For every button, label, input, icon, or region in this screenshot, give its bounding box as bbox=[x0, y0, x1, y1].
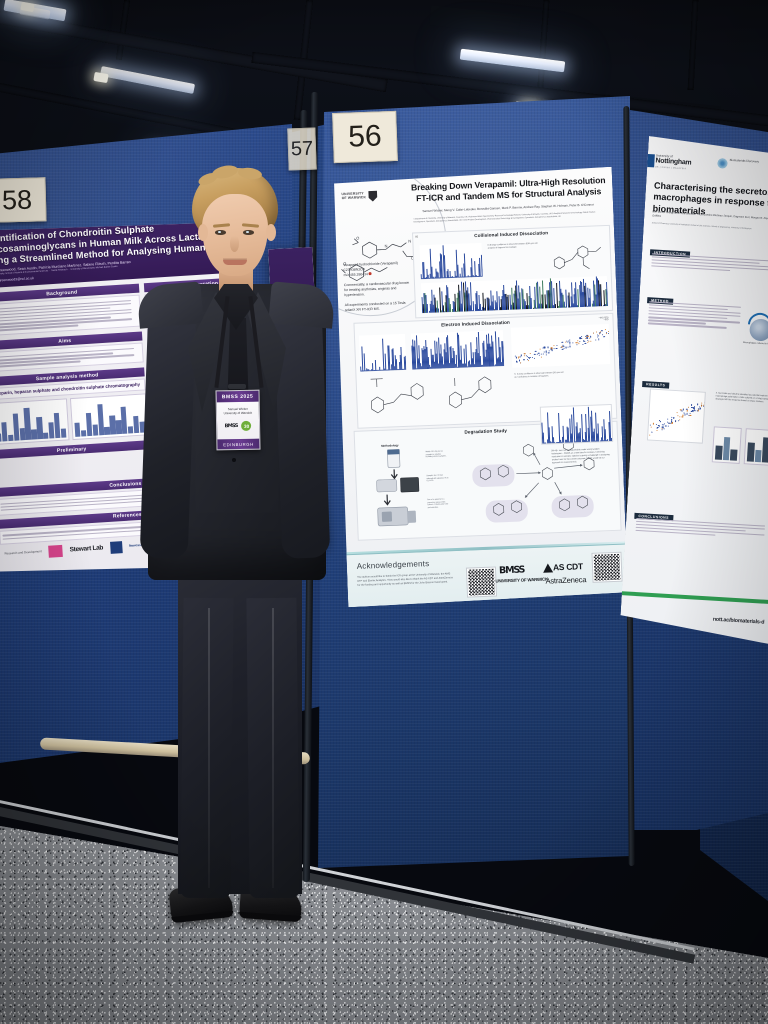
nottingham-green-bar bbox=[622, 591, 768, 604]
board-number-58: 58 bbox=[0, 177, 47, 223]
logo-stewart-lab: Stewart Lab bbox=[69, 544, 104, 554]
poster-56-title: Breaking Down Verapamil: Ultra-High Reso… bbox=[410, 175, 607, 205]
logo-warwick-text: UNIVERSITY OF WARWICK bbox=[495, 576, 549, 584]
ear-left bbox=[198, 224, 208, 241]
degradation-conclusion-text: [M+H]+ ions not distinguishable under us… bbox=[551, 448, 610, 465]
spot-light bbox=[93, 71, 109, 84]
nott-diagram-caption: Macrophages cultured in ProPlates bbox=[742, 341, 767, 346]
nott-intro-body bbox=[649, 249, 768, 278]
logo-bmss: BMSS bbox=[498, 564, 525, 577]
strip-light bbox=[99, 66, 196, 94]
shoe-sole bbox=[238, 911, 302, 923]
scatter-plot-eid bbox=[511, 324, 610, 368]
shoulder-right bbox=[268, 281, 336, 329]
eid-fragment-structures-icon bbox=[362, 370, 514, 424]
badge-logo-row: BMSS 30 bbox=[217, 421, 259, 432]
methodology-workflow-icon bbox=[373, 448, 424, 534]
poster-56: UNIVERSITY OF WARWICK Breaking Down Vera… bbox=[332, 167, 628, 607]
spectrum-degradation bbox=[540, 404, 613, 445]
svg-text:N: N bbox=[408, 239, 411, 244]
qr-code-right[interactable] bbox=[592, 553, 621, 582]
panel-cid: a) Collisional Induced Dissociation b) E… bbox=[412, 225, 613, 319]
nottingham-logo-row: University of Nottingham UK | CHINA | MA… bbox=[655, 152, 768, 182]
logo-astrazeneca: AstraZeneca bbox=[545, 575, 587, 586]
trouser-crease bbox=[272, 608, 274, 888]
person: BMSS 2025 Samuel Wicker University of Wa… bbox=[120, 163, 400, 958]
ascdt-triangle-icon bbox=[543, 563, 553, 572]
strip-light bbox=[459, 48, 566, 73]
nott-method-body bbox=[646, 297, 748, 333]
badge-name-line2: University of Warwick bbox=[223, 410, 253, 416]
panel-cid-note: b) Energy confidence is observed between… bbox=[487, 242, 538, 250]
board-number-57: 57 bbox=[287, 127, 317, 171]
partner-logo-icon bbox=[48, 545, 63, 558]
panel-label-a: a) bbox=[415, 234, 418, 239]
svg-text:O: O bbox=[343, 261, 346, 266]
biomaterials-dot-icon bbox=[717, 158, 728, 169]
board-number-56: 56 bbox=[332, 110, 398, 164]
conference-badge: BMSS 2025 Samuel Wicker University of Wa… bbox=[215, 389, 261, 451]
badge-logo-bmss: BMSS bbox=[224, 423, 238, 430]
methodology-note-3: Run at a speed of 1.1 precursor using LC… bbox=[427, 498, 449, 509]
nottingham-url: nott.ac/biomaterials-d bbox=[712, 616, 765, 626]
spectrum-cid-overview bbox=[420, 243, 483, 279]
eye-highlight bbox=[246, 230, 249, 233]
poster-nottingham-affiliations: School of Pharmacy, University of Nottin… bbox=[651, 222, 752, 231]
badge-header: BMSS 2025 bbox=[216, 390, 259, 403]
eye-highlight bbox=[218, 230, 221, 233]
chart-bars bbox=[0, 402, 66, 442]
chart-bars bbox=[715, 430, 739, 461]
shoulder-left bbox=[136, 281, 204, 329]
leg-left bbox=[180, 597, 234, 899]
degradation-pathway-diagram bbox=[453, 438, 616, 532]
spectrum-eid-main bbox=[411, 330, 504, 370]
badge-footer: EDINBURGH bbox=[217, 438, 260, 450]
ear-right bbox=[266, 224, 276, 241]
ceiling-truss bbox=[687, 0, 699, 91]
logo-university-of-warwick: UNIVERSITY OF WARWICK bbox=[495, 578, 548, 585]
lanyard-clip bbox=[228, 384, 246, 389]
svg-text:O: O bbox=[356, 236, 359, 241]
nott-section-results-label: RESULTS bbox=[642, 381, 669, 389]
shoe-sole bbox=[171, 910, 234, 924]
spectrum-cid-detail bbox=[421, 276, 608, 313]
badge-name: Samuel Wicker University of Warwick bbox=[217, 407, 259, 416]
biomaterials-discovery-label: Biomaterials Discovery bbox=[729, 157, 760, 164]
panel-eid-note: f) Survey confidence is observed between… bbox=[514, 371, 564, 379]
ceiling-duct bbox=[429, 5, 521, 35]
methodology-note-2: Samples for 2 h then reduced with aqueou… bbox=[426, 474, 449, 483]
jacket-button bbox=[232, 458, 236, 462]
svg-text:N: N bbox=[384, 243, 387, 248]
nose bbox=[230, 236, 239, 252]
nottingham-shield-icon bbox=[647, 154, 655, 167]
mouth bbox=[223, 260, 247, 265]
nott-scatter-plot bbox=[647, 388, 706, 443]
nott-bar-chart-1 bbox=[712, 426, 742, 464]
scatter-legend: • M1 (CID) • EID bbox=[598, 317, 609, 322]
trouser-crease bbox=[208, 608, 210, 888]
arm-left bbox=[139, 307, 197, 559]
nottingham-brand-name: Nottingham bbox=[655, 157, 692, 167]
ceiling-truss bbox=[115, 0, 131, 61]
nott-results-note: 3. Succinate and citrulline identified a… bbox=[715, 392, 768, 404]
panel-degradation: Degradation Study Methodology Weigh 15.5… bbox=[354, 421, 622, 541]
logo-research-development: Research and Development bbox=[4, 549, 42, 556]
nott-bar-chart-2 bbox=[744, 428, 768, 466]
fragment-structure-icon bbox=[547, 238, 606, 276]
ceiling-truss bbox=[536, 0, 550, 101]
chromatogram-chart bbox=[0, 398, 70, 445]
panel-eid: Electron Induced Dissociation • M1 (CID)… bbox=[353, 313, 617, 429]
nottingham-brand-sub: UK | CHINA | MALAYSIA bbox=[655, 166, 687, 171]
qr-code-left[interactable] bbox=[467, 568, 496, 597]
methodology-note-1: Weigh 15.5 mg out as samples in solution… bbox=[425, 450, 447, 459]
nott-conclusions-body bbox=[633, 514, 768, 543]
badge-logo-anniversary: 30 bbox=[241, 421, 252, 432]
chart-bars bbox=[747, 431, 768, 462]
logo-as-cdt: AS CDT bbox=[552, 561, 583, 573]
